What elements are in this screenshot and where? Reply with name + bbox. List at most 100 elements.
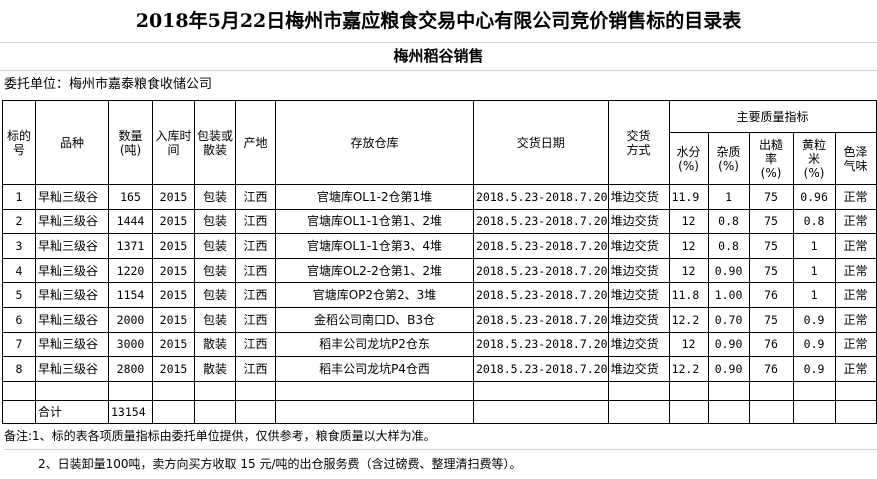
cell-date: 2018.5.23-2018.7.20 [473, 356, 609, 382]
cell-variety: 早籼三级谷 [35, 208, 109, 235]
cell-qty: 1371 [108, 233, 153, 259]
cell-yield: 76 [748, 356, 794, 382]
cell-method: 堆边交货 [607, 184, 670, 210]
cell-qty: 2000 [108, 306, 153, 333]
cell-year: 2015 [152, 208, 195, 235]
cell-qty: 2800 [108, 356, 153, 382]
cell-color: 正常 [834, 233, 877, 259]
cell-no: 4 [2, 257, 36, 284]
cell-pack: 散装 [194, 356, 236, 382]
header-year: 入库时间 [152, 100, 195, 185]
cell-date: 2018.5.23-2018.7.20 [473, 306, 609, 333]
cell-color: 正常 [834, 208, 877, 235]
header-quality: 主要质量指标 [668, 100, 877, 133]
empty-cell [235, 380, 276, 401]
cell-moisture: 12 [668, 257, 709, 284]
cell-moisture: 12.2 [668, 306, 709, 333]
table-row: 4 早籼三级谷 1220 2015 包装 江西 官塘库OL2-2仓第1、2堆 2018.5.2… [2, 257, 877, 284]
cell-color: 正常 [834, 306, 877, 333]
cell-qty: 1220 [108, 257, 153, 284]
catalog-table: 标的号 品种 数量(吨) 入库时间 包装或散装 产地 存放仓库 交货日期 交货方… [2, 100, 877, 424]
header-origin: 产地 [235, 100, 276, 185]
empty-cell [2, 380, 36, 401]
empty-cell [108, 380, 153, 401]
cell-origin: 江西 [235, 331, 276, 358]
cell-pack: 包装 [194, 184, 236, 210]
header-impurity: 杂质(%) [707, 132, 750, 185]
empty-cell [748, 380, 794, 401]
cell-year: 2015 [152, 257, 195, 284]
cell-method: 堆边交货 [607, 257, 670, 284]
cell-warehouse: 官塘库OP2仓第2、3堆 [275, 282, 474, 308]
cell-moisture: 12 [668, 233, 709, 259]
cell-yellow: 0.9 [792, 356, 836, 382]
cell-impurity: 0.70 [707, 306, 750, 333]
cell-impurity: 0.8 [707, 208, 750, 235]
cell-color: 正常 [834, 356, 877, 382]
cell-year: 2015 [152, 282, 195, 308]
empty-cell [668, 380, 709, 401]
empty-cell [194, 399, 236, 424]
empty-cell [707, 399, 750, 424]
cell-date: 2018.5.23-2018.7.20 [473, 331, 609, 358]
page-subtitle: 梅州稻谷销售 [0, 42, 877, 71]
total-qty: 13154 [108, 399, 153, 424]
cell-year: 2015 [152, 356, 195, 382]
cell-yield: 75 [748, 233, 794, 259]
header-pack: 包装或散装 [194, 100, 236, 185]
note-2: 2、日装卸量100吨，卖方向买方收取 15 元/吨的出仓服务费（含过磅费、整理清… [38, 457, 522, 471]
table-row: 3 早籼三级谷 1371 2015 包装 江西 官塘库OL1-1仓第3、4堆 2018.5.2… [2, 233, 877, 259]
cell-yield: 76 [748, 282, 794, 308]
table-row: 2 早籼三级谷 1444 2015 包装 江西 官塘库OL1-1仓第1、2堆 2018.5.2… [2, 208, 877, 235]
header-qty: 数量(吨) [108, 100, 153, 185]
cell-color: 正常 [834, 331, 877, 358]
cell-yield: 75 [748, 208, 794, 235]
cell-yellow: 0.96 [792, 184, 836, 210]
cell-yield: 75 [748, 306, 794, 333]
cell-year: 2015 [152, 184, 195, 210]
cell-qty: 3000 [108, 331, 153, 358]
cell-pack: 包装 [194, 257, 236, 284]
table-row: 8 早籼三级谷 2800 2015 散装 江西 稻丰公司龙坑P4仓西 2018.5.23-20… [2, 356, 877, 382]
cell-yellow: 1 [792, 233, 836, 259]
cell-yellow: 0.9 [792, 306, 836, 333]
entrust-unit: 委托单位：梅州市嘉泰粮食收储公司 [4, 77, 213, 92]
cell-moisture: 12.2 [668, 356, 709, 382]
cell-date: 2018.5.23-2018.7.20 [473, 184, 609, 210]
empty-cell [792, 380, 836, 401]
cell-method: 堆边交货 [607, 233, 670, 259]
cell-variety: 早籼三级谷 [35, 257, 109, 284]
cell-yellow: 1 [792, 257, 836, 284]
cell-warehouse: 官塘库OL1-1仓第1、2堆 [275, 208, 474, 235]
cell-variety: 早籼三级谷 [35, 282, 109, 308]
cell-qty: 1444 [108, 208, 153, 235]
empty-cell [35, 380, 109, 401]
header-yellow: 黄粒米(%) [792, 132, 836, 185]
cell-yellow: 0.8 [792, 208, 836, 235]
cell-no: 5 [2, 282, 36, 308]
empty-cell [748, 399, 794, 424]
cell-method: 堆边交货 [607, 282, 670, 308]
cell-yield: 75 [748, 184, 794, 210]
cell-no: 3 [2, 233, 36, 259]
empty-cell [473, 380, 609, 401]
cell-qty: 1154 [108, 282, 153, 308]
cell-origin: 江西 [235, 184, 276, 210]
cell-no: 1 [2, 184, 36, 210]
header-method: 交货方式 [607, 100, 670, 185]
cell-warehouse: 官塘库OL1-2仓第1堆 [275, 184, 474, 210]
cell-moisture: 11.9 [668, 184, 709, 210]
cell-yield: 76 [748, 331, 794, 358]
empty-cell [275, 380, 474, 401]
empty-cell [194, 380, 236, 401]
empty-cell [235, 399, 276, 424]
cell-date: 2018.5.23-2018.7.20 [473, 208, 609, 235]
empty-cell [707, 380, 750, 401]
cell-moisture: 12 [668, 331, 709, 358]
cell-variety: 早籼三级谷 [35, 356, 109, 382]
table-row: 5 早籼三级谷 1154 2015 包装 江西 官塘库OP2仓第2、3堆 2018.5.23-… [2, 282, 877, 308]
cell-variety: 早籼三级谷 [35, 233, 109, 259]
table-row: 6 早籼三级谷 2000 2015 包装 江西 金稻公司南口D、B3仓 2018.5.23-2… [2, 306, 877, 333]
cell-no: 6 [2, 306, 36, 333]
cell-impurity: 0.90 [707, 257, 750, 284]
